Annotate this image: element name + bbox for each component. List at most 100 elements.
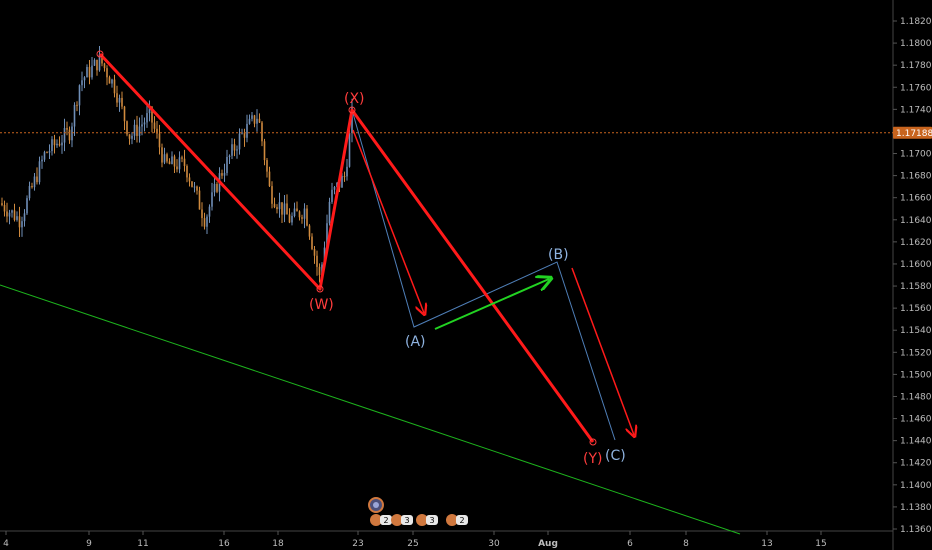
candle-body — [336, 182, 338, 188]
current-price-tag: 1.17188 — [893, 126, 932, 139]
candle-body — [66, 128, 68, 130]
pivot-start[interactable] — [96, 50, 104, 58]
candle-body — [326, 223, 328, 248]
candle-body — [31, 186, 33, 188]
pivot-x[interactable] — [348, 106, 356, 114]
candle-body — [83, 77, 86, 81]
candle-body — [96, 59, 98, 71]
candle-body — [16, 216, 18, 220]
event-count-badge[interactable] — [401, 515, 413, 525]
candle-body — [223, 172, 226, 176]
candle-body — [181, 157, 183, 159]
candle-body — [111, 79, 113, 84]
candle-body — [61, 142, 63, 146]
x-tick-label: 30 — [488, 539, 500, 549]
candle-body — [71, 126, 73, 141]
candle-body — [238, 133, 241, 150]
candle-body — [233, 144, 236, 151]
y-tick-label: 1.16200 — [900, 238, 932, 248]
candle-body — [156, 128, 158, 134]
y-tick-label: 1.18000 — [900, 39, 932, 49]
x-tick-label: 15 — [815, 539, 826, 549]
candle-body — [303, 208, 306, 219]
candle-body — [131, 135, 133, 139]
candle-body — [53, 139, 56, 146]
candle-body — [258, 118, 261, 123]
candle-body — [301, 217, 303, 219]
candle-body — [231, 144, 233, 156]
candle-body — [333, 187, 336, 190]
y-tick-label: 1.15600 — [900, 304, 932, 314]
candle-body — [118, 97, 121, 103]
pivot-y[interactable] — [589, 438, 597, 446]
event-flag-icon[interactable] — [391, 514, 403, 526]
candle-body — [23, 213, 26, 222]
event-count-label: 3 — [429, 516, 434, 525]
candle-body — [136, 124, 138, 136]
pivot-w[interactable] — [316, 285, 324, 293]
candle-body — [33, 176, 36, 188]
candle-body — [283, 203, 286, 215]
candle-body — [343, 176, 346, 178]
event-count-badge[interactable] — [456, 515, 468, 525]
candle-body — [56, 143, 58, 146]
y-tick-label: 1.17400 — [900, 105, 932, 115]
candle-body — [226, 156, 228, 173]
candle-body — [176, 166, 178, 170]
event-flag-icon[interactable] — [370, 514, 382, 526]
candle-body — [48, 151, 51, 153]
event-badges[interactable]: 2 3 3 2 — [368, 497, 468, 526]
candle-body — [273, 203, 276, 208]
x-tick-label: 18 — [272, 539, 284, 549]
candle-body — [236, 149, 238, 151]
arrow-up-to-b[interactable] — [434, 279, 549, 330]
arrow-down-to-a[interactable] — [352, 129, 424, 313]
x-tick-label: 6 — [627, 539, 633, 549]
candle-body — [246, 123, 248, 138]
candle-body — [346, 166, 348, 177]
event-count-label: 2 — [383, 516, 388, 525]
candle-body — [123, 106, 126, 122]
candle-body — [251, 115, 253, 119]
candle-body — [216, 183, 218, 192]
candle-body — [98, 54, 101, 71]
candle-body — [288, 214, 291, 223]
candle-body — [173, 156, 176, 167]
candlestick-series — [1, 45, 353, 283]
candle-body — [196, 186, 198, 191]
candle-body — [281, 202, 283, 215]
candle-body — [316, 255, 318, 267]
candle-body — [293, 208, 296, 217]
y-tick-label: 1.16800 — [900, 172, 932, 182]
candle-body — [271, 186, 273, 204]
x-axis-ticks: 4 9 11 16 18 23 25 30 Aug 6 8 13 15 — [3, 531, 827, 549]
y-tick-label: 1.13800 — [900, 503, 932, 513]
wave-label-y: (Y) — [583, 451, 602, 467]
event-flag-icon[interactable] — [446, 514, 458, 526]
event-count-badge[interactable] — [380, 515, 392, 525]
candle-body — [243, 132, 246, 138]
event-count-badge[interactable] — [426, 515, 438, 525]
candle-body — [1, 203, 3, 206]
arrow-down-to-c[interactable] — [571, 267, 634, 435]
support-trendline[interactable] — [0, 284, 741, 535]
candle-body — [213, 183, 216, 193]
wave-label-b: (B) — [548, 247, 569, 263]
wxy-wave-path[interactable] — [98, 52, 595, 443]
event-flag-icon[interactable] — [416, 514, 428, 526]
y-tick-label: 1.15800 — [900, 282, 932, 292]
candle-body — [268, 171, 271, 187]
abc-projection-path[interactable] — [351, 109, 616, 441]
wave-label-x: (X) — [344, 91, 365, 107]
y-tick-label: 1.18200 — [900, 17, 932, 27]
candle-body — [121, 97, 123, 107]
candle-body — [263, 141, 266, 161]
candle-body — [311, 236, 313, 250]
x-tick-label: 11 — [137, 539, 148, 549]
event-count-label: 3 — [404, 516, 409, 525]
candle-body — [261, 122, 263, 142]
candle-body — [106, 68, 108, 78]
candle-body — [138, 126, 141, 136]
